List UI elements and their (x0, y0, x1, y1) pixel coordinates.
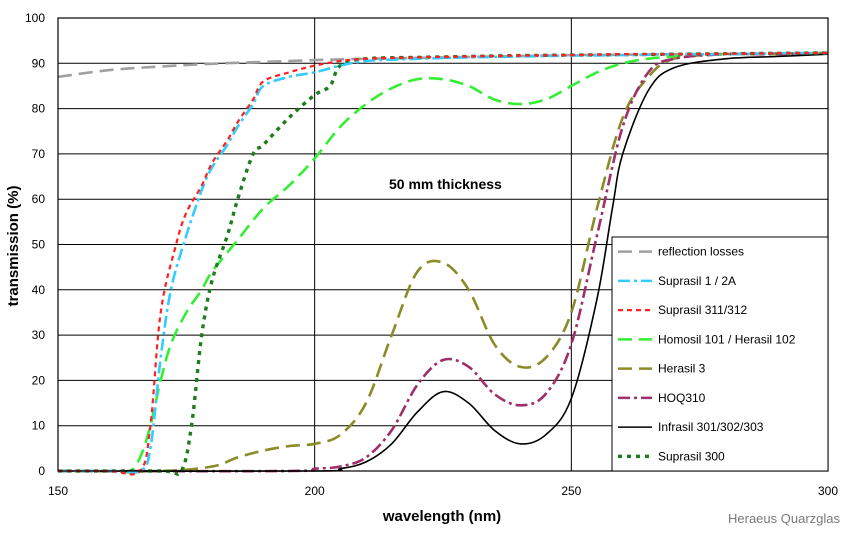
y-tick-label: 20 (32, 373, 46, 387)
legend-label: reflection losses (658, 245, 744, 259)
legend-label: Infrasil 301/302/303 (658, 420, 764, 434)
legend: reflection losses Suprasil 1 / 2A Suprasil… (611, 236, 829, 472)
legend-label: Suprasil 300 (658, 449, 725, 463)
y-tick-label: 40 (32, 283, 46, 297)
tick-labels: 0 10 20 30 40 50 60 70 80 90 100 150 200 250 300 (25, 11, 838, 498)
legend-label: Suprasil 311/312 (658, 303, 748, 317)
x-axis-title: wavelength (nm) (382, 508, 501, 525)
y-tick-label: 30 (32, 328, 46, 342)
series-curves (57, 51, 829, 477)
y-tick-label: 10 (32, 419, 46, 433)
legend-label: Homosil 101 / Herasil 102 (658, 332, 796, 346)
legend-label: Suprasil 1 / 2A (658, 274, 736, 288)
legend-label: HOQ310 (658, 391, 706, 405)
y-tick-label: 80 (32, 102, 46, 116)
series-line-suprasil-311-312 (58, 51, 829, 476)
x-tick-label: 250 (561, 484, 581, 498)
legend-label: Herasil 3 (658, 362, 706, 376)
x-tick-label: 200 (305, 484, 325, 498)
x-tick-label: 300 (818, 484, 838, 498)
credit-label: Heraeus Quarzglas (728, 511, 840, 526)
y-tick-label: 60 (32, 192, 46, 206)
y-tick-label: 100 (25, 11, 45, 25)
x-tick-label: 150 (48, 484, 68, 498)
series-line-herasil-3 (57, 51, 829, 473)
y-axis-title: transmission (%) (5, 186, 22, 307)
series-line-homosil-101-herasil-102 (58, 52, 829, 474)
y-tick-label: 0 (38, 464, 45, 478)
series-line-hoq310 (57, 52, 829, 473)
legend-box (611, 236, 829, 472)
y-tick-label: 50 (32, 238, 46, 252)
series-line-infrasil-301-302-303 (57, 53, 829, 472)
thickness-annotation: 50 mm thickness (389, 176, 502, 192)
y-tick-label: 90 (32, 56, 46, 70)
series-line-suprasil-300 (58, 51, 829, 477)
y-tick-label: 70 (32, 147, 46, 161)
